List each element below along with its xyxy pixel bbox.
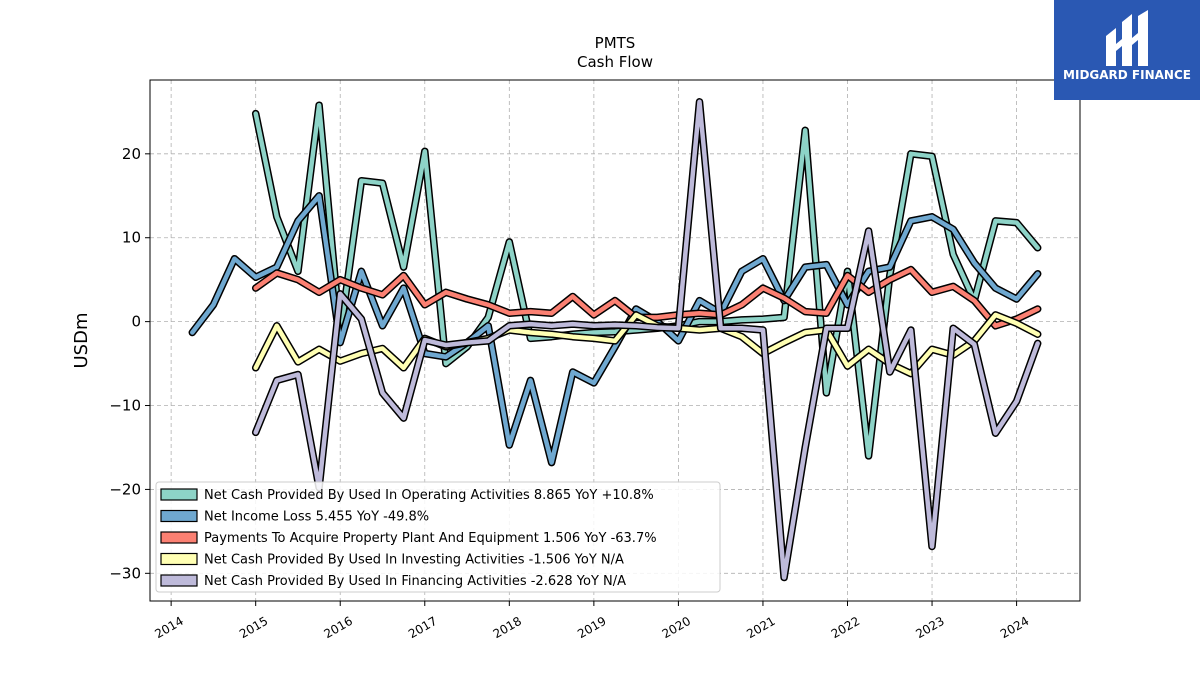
legend-label: Net Cash Provided By Used In Operating A… <box>204 488 654 503</box>
logo-mark-icon <box>1106 10 1148 66</box>
x-tick-label: 2023 <box>913 614 946 641</box>
x-tick-label: 2016 <box>322 614 355 641</box>
legend: Net Cash Provided By Used In Operating A… <box>155 481 721 593</box>
x-tick-label: 2020 <box>660 614 693 641</box>
y-tick-label: 20 <box>122 145 141 163</box>
legend-swatch <box>160 488 198 501</box>
x-tick-label: 2014 <box>152 614 185 641</box>
legend-box <box>155 481 721 593</box>
series-line-4 <box>251 311 1042 378</box>
y-tick-label: −10 <box>109 397 141 415</box>
y-tick-label: −30 <box>109 564 141 582</box>
y-tick-label: 0 <box>131 313 141 331</box>
series-line-fill <box>190 193 1040 465</box>
chart-title: PMTS <box>595 34 636 52</box>
y-tick-label: 10 <box>122 229 141 247</box>
legend-label: Net Cash Provided By Used In Investing A… <box>204 553 624 568</box>
series-line-fill <box>253 99 1040 580</box>
legend-label: Payments To Acquire Property Plant And E… <box>204 531 657 546</box>
x-tick-label: 2024 <box>998 614 1031 641</box>
series-line-fill <box>253 312 1040 376</box>
series-lines <box>188 98 1042 582</box>
logo-text: MIDGARD FINANCE <box>1063 68 1191 82</box>
midgard-finance-logo: MIDGARD FINANCE <box>1054 0 1200 100</box>
x-tick-label: 2018 <box>491 614 524 641</box>
chart-subtitle: Cash Flow <box>577 53 653 71</box>
legend-swatch <box>160 552 198 566</box>
legend-swatch <box>160 574 198 587</box>
x-tick-label: 2022 <box>829 614 862 641</box>
legend-swatch <box>160 531 198 544</box>
x-tick-label: 2021 <box>744 614 777 641</box>
legend-label: Net Income Loss 5.455 YoY -49.8% <box>204 510 429 525</box>
x-tick-label: 2017 <box>406 614 439 641</box>
x-tick-label: 2015 <box>237 614 270 641</box>
series-line-2 <box>188 192 1042 467</box>
legend-swatch <box>160 509 198 523</box>
y-tick-label: −20 <box>109 480 141 498</box>
legend-label: Net Cash Provided By Used In Financing A… <box>204 574 626 589</box>
y-axis-label: USDm <box>71 313 92 369</box>
x-tick-label: 2019 <box>575 614 608 641</box>
series-line-5 <box>251 98 1042 582</box>
plot-frame <box>149 79 1081 602</box>
